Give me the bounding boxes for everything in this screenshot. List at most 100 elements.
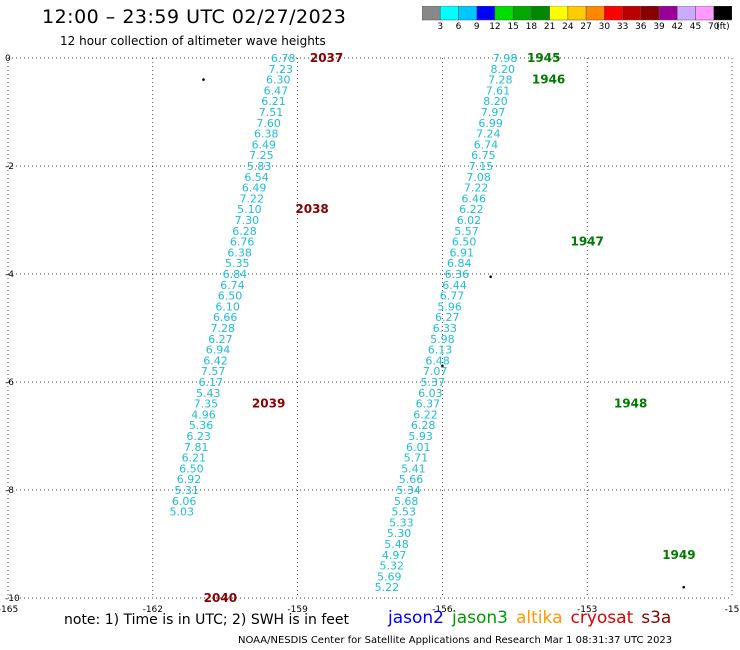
pass-time-label: 2039 [252, 397, 285, 411]
satellite-legend: jason2 jason3 altika cryosat s3a [388, 608, 679, 628]
wave-height-value: 5.22 [375, 581, 400, 594]
wave-height-value: 6.46 [462, 192, 487, 205]
wave-height-value: 7.61 [486, 84, 511, 97]
wave-height-value: 5.69 [377, 570, 402, 583]
wave-height-value: 6.27 [208, 333, 233, 346]
wave-height-value: 7.97 [481, 106, 506, 119]
wave-height-value: 5.36 [189, 419, 214, 432]
wave-height-value: 6.42 [203, 354, 228, 367]
wave-height-value: 6.48 [425, 354, 450, 367]
pass-time-label: 2040 [204, 591, 237, 605]
wave-height-value: 7.24 [476, 128, 501, 141]
color-swatch [713, 6, 732, 21]
wave-height-value: 8.20 [490, 63, 515, 76]
color-scale-label: 18 [525, 22, 538, 32]
wave-height-value: 7.25 [249, 149, 274, 162]
wave-height-value: 6.54 [244, 171, 269, 184]
pass-time-label: 2037 [310, 51, 343, 65]
color-scale-bar [422, 6, 732, 21]
wave-height-value: 7.51 [259, 106, 284, 119]
wave-height-value: 7.22 [464, 182, 489, 195]
wave-height-value: 6.49 [242, 182, 267, 195]
legend-jason2: jason2 [388, 608, 444, 628]
wave-height-value: 6.13 [428, 344, 453, 357]
wave-height-value: 6.27 [435, 311, 460, 324]
wave-height-value: 6.38 [254, 128, 279, 141]
wave-height-value: 6.33 [433, 322, 458, 335]
units-note: note: 1) Time is in UTC; 2) SWH is in fe… [64, 612, 350, 628]
color-scale-label: 15 [507, 22, 519, 32]
wave-height-value: 6.28 [411, 419, 436, 432]
wave-height-value: 6.03 [418, 387, 443, 400]
wave-height-value: 5.98 [430, 333, 455, 346]
wave-height-value: 7.98 [493, 52, 518, 65]
wave-height-value: 7.57 [201, 365, 226, 378]
x-tick-label: -165 [0, 605, 18, 615]
color-scale-label: 21 [543, 22, 556, 32]
wave-height-value: 6.44 [442, 279, 467, 292]
wave-height-value: 6.94 [206, 344, 231, 357]
x-tick-label: -162 [143, 605, 163, 615]
wave-height-value: 7.35 [194, 398, 219, 411]
color-scale-label: 36 [635, 22, 647, 32]
page-subtitle: 12 hour collection of altimeter wave hei… [60, 34, 326, 48]
wave-height-value: 6.50 [218, 290, 243, 303]
wave-height-value: 6.01 [406, 441, 431, 454]
wave-height-value: 7.08 [466, 171, 491, 184]
color-scale-label: 39 [653, 22, 665, 32]
wave-height-value: 6.10 [215, 300, 240, 313]
legend-cryosat: cryosat [570, 608, 634, 628]
wave-height-value: 7.23 [268, 63, 293, 76]
wave-height-value: 5.31 [174, 484, 199, 497]
legend-s3a: s3a [641, 608, 672, 628]
y-tick-label: -10 [5, 594, 20, 604]
pass-time-label: 1947 [570, 235, 603, 249]
wave-height-value: 6.36 [445, 268, 470, 281]
y-tick-label: -8 [5, 486, 14, 496]
pass-time-label: 1949 [662, 548, 695, 562]
wave-height-value: 6.75 [471, 149, 496, 162]
x-tick-label: -15 [725, 605, 740, 615]
wave-height-value: 6.77 [440, 290, 465, 303]
wave-height-value: 7.81 [184, 441, 209, 454]
island-marker [441, 364, 444, 368]
wave-height-value: 4.97 [382, 549, 407, 562]
wave-height-value: 6.76 [230, 236, 255, 249]
wave-height-value: 6.21 [182, 452, 207, 465]
wave-height-value: 6.21 [261, 95, 286, 108]
y-tick-label: -6 [5, 378, 14, 388]
pass-time-label: 2038 [295, 202, 328, 216]
wave-height-value: 8.20 [483, 95, 508, 108]
color-scale-label: 12 [489, 22, 501, 32]
color-scale-label: 9 [473, 22, 480, 32]
wave-height-value: 5.68 [394, 495, 419, 508]
wave-height-value: 6.37 [416, 398, 441, 411]
wave-height-value: 5.37 [420, 376, 445, 389]
wave-height-value: 6.49 [252, 138, 277, 151]
wave-height-value: 5.83 [247, 160, 272, 173]
wave-height-value: 5.43 [196, 387, 221, 400]
wave-height-value: 6.66 [213, 311, 238, 324]
wave-height-value: 6.92 [177, 473, 202, 486]
legend-altika: altika [516, 608, 563, 628]
wave-height-value: 5.41 [401, 462, 426, 475]
wave-height-value: 5.96 [437, 300, 462, 313]
wave-height-value: 6.22 [413, 408, 438, 421]
wave-height-value: 5.30 [387, 527, 412, 540]
y-tick-label: 0 [5, 54, 11, 64]
color-scale-label: 33 [616, 22, 629, 32]
x-tick-label: -156 [432, 605, 453, 615]
color-scale-label: 42 [671, 22, 684, 32]
wave-height-value: 7.30 [235, 214, 260, 227]
wave-height-value: 5.33 [389, 516, 414, 529]
color-scale-label: (ft) [716, 22, 730, 32]
wave-height-value: 5.48 [384, 538, 409, 551]
wave-height-value: 7.28 [488, 74, 513, 87]
pass-time-label: 1945 [527, 51, 560, 65]
wave-height-value: 7.15 [469, 160, 494, 173]
wave-height-value: 7.28 [211, 322, 236, 335]
altimeter-track: 6.787.236.306.476.217.517.606.386.497.25… [170, 51, 344, 605]
pass-time-label: 1948 [614, 397, 647, 411]
wave-height-value: 5.35 [225, 257, 250, 270]
